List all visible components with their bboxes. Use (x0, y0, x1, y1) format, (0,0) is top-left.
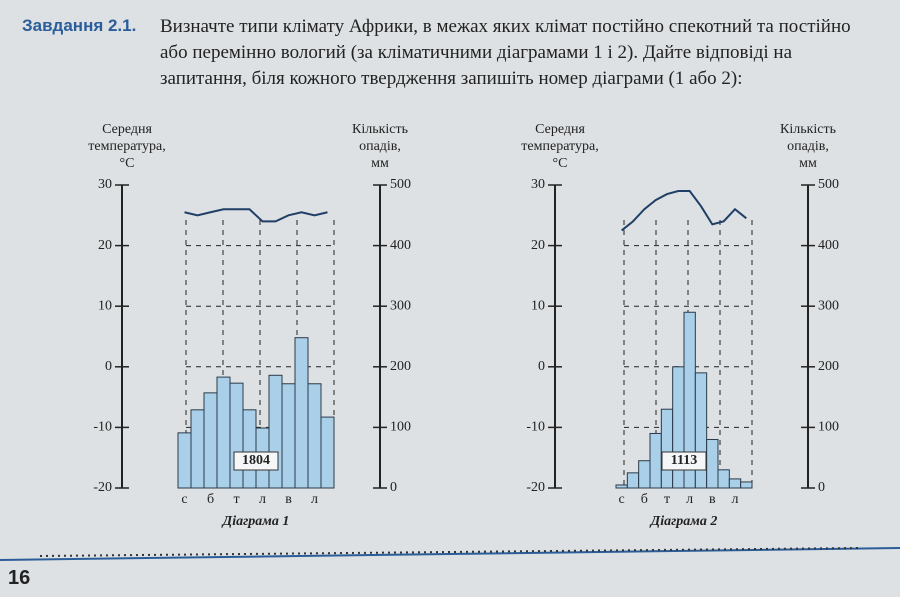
y-tick-label: 30 (98, 177, 112, 192)
y-tick-label: 0 (105, 359, 112, 374)
y-tick-label: -10 (526, 420, 545, 435)
y2-tick-label: 100 (818, 420, 839, 435)
precip-bar (615, 484, 628, 489)
task-label: Завдання 2.1. (22, 16, 137, 35)
precip-bar (649, 432, 662, 489)
y-tick-label: 10 (531, 298, 545, 313)
x-tick-label: л (311, 492, 318, 507)
y-tick-label: 20 (98, 238, 112, 253)
y-tick-label: 30 (531, 177, 545, 192)
precip-bar (242, 409, 257, 489)
y2-tick-label: 200 (818, 359, 839, 374)
caption: Діаграма 1 (221, 514, 290, 529)
precip-bar (740, 481, 753, 489)
total-box (233, 451, 279, 471)
x-tick-label: л (259, 492, 266, 507)
precip-bar (294, 337, 309, 489)
y-tick-label: 10 (98, 298, 112, 313)
x-tick-label: б (207, 492, 214, 507)
x-tick-label: с (619, 492, 625, 507)
total-box (661, 451, 707, 471)
precip-bar (320, 416, 335, 489)
precip-bar (638, 460, 651, 489)
precip-bar (717, 469, 730, 489)
precip-bar (281, 383, 296, 489)
y-tick-label: -20 (93, 480, 112, 495)
y2-tick-label: 100 (390, 420, 411, 435)
precip-bar (177, 432, 192, 489)
precip-bar (626, 472, 640, 489)
total-label: 1804 (242, 453, 270, 468)
precip-bar (706, 439, 719, 489)
x-tick-label: л (686, 492, 693, 507)
x-tick-label: с (181, 492, 187, 507)
task-text: Визначте типи клімату Африки, в межах як… (160, 16, 851, 89)
x-tick-label: в (285, 492, 292, 507)
y2-tick-label: 300 (390, 298, 411, 313)
precip-bar (694, 372, 708, 489)
y-tick-label: 20 (531, 238, 545, 253)
temp-line (621, 190, 747, 232)
y2-tick-label: 0 (390, 480, 397, 495)
precip-bar (203, 392, 218, 489)
caption: Діаграма 2 (649, 514, 718, 529)
precip-bar (307, 383, 322, 489)
y2-tick-label: 400 (818, 238, 839, 253)
precip-bar (229, 382, 244, 489)
y-tick-label: -20 (526, 480, 545, 495)
precip-bar (660, 408, 674, 489)
precip-bar (190, 409, 205, 489)
axis-label: Середня температура, °С (88, 122, 165, 171)
x-tick-label: т (233, 492, 239, 507)
y2-tick-label: 200 (390, 359, 411, 374)
y-tick-label: 0 (538, 359, 545, 374)
x-tick-label: т (664, 492, 670, 507)
page-rule (0, 547, 900, 561)
total-label: 1113 (671, 453, 697, 468)
y2-tick-label: 400 (390, 238, 411, 253)
x-tick-label: б (641, 492, 648, 507)
precip-bar (216, 376, 231, 489)
temp-line (184, 208, 328, 223)
y2-tick-label: 300 (818, 298, 839, 313)
y2-tick-label: 500 (818, 177, 839, 192)
axis-label: Кількість опадів, мм (780, 122, 836, 171)
y2-tick-label: 500 (390, 177, 411, 192)
y2-tick-label: 0 (818, 480, 825, 495)
precip-bar (728, 478, 742, 489)
y-tick-label: -10 (93, 420, 112, 435)
precip-bar (268, 374, 283, 489)
x-tick-label: л (732, 492, 739, 507)
x-tick-label: в (709, 492, 716, 507)
page-number: 16 (8, 567, 31, 589)
axis-label: Кількість опадів, мм (352, 122, 408, 171)
axis-label: Середня температура, °С (521, 122, 598, 171)
